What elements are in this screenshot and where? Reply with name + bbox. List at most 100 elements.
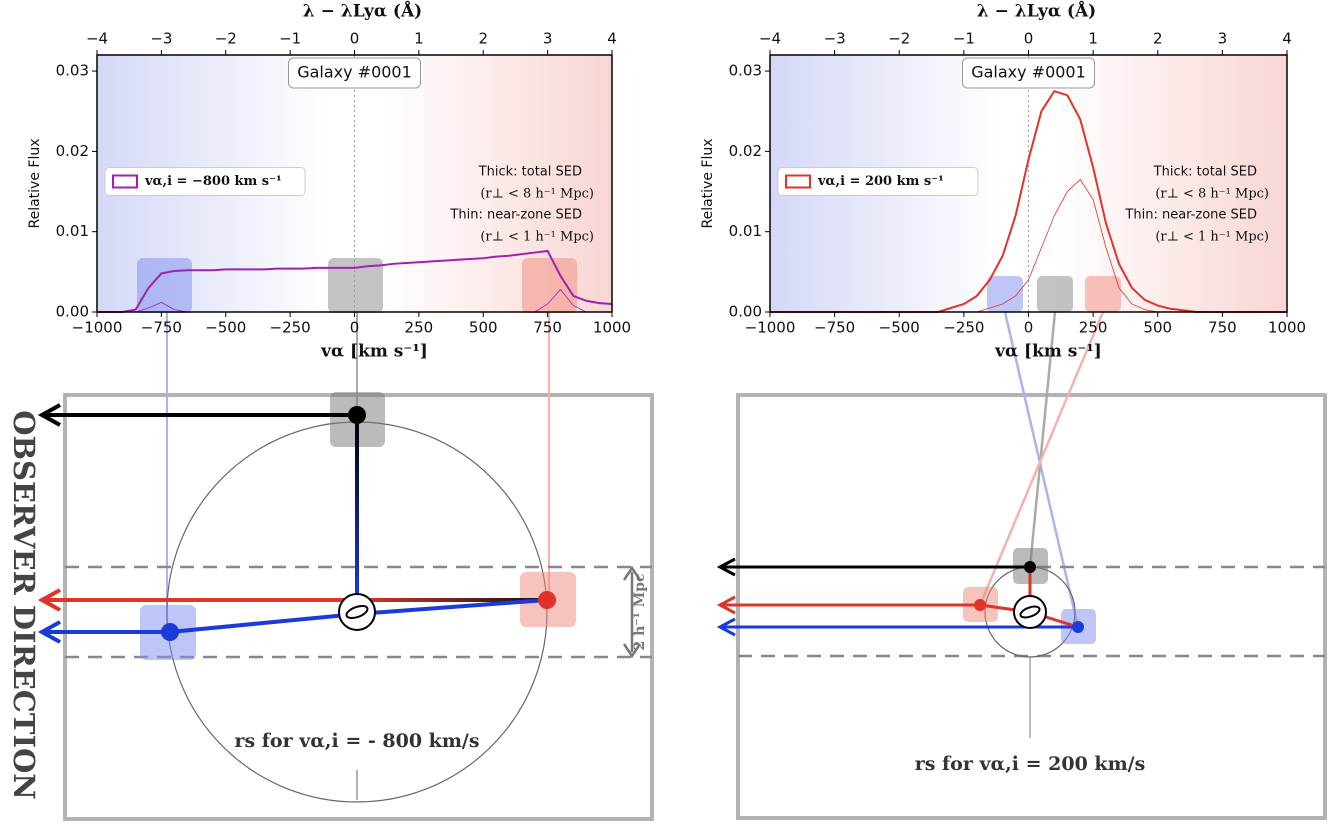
- top-x-tick-label: 1: [414, 30, 424, 48]
- y-tick-label: 0.01: [729, 222, 762, 240]
- galaxy-icon: [345, 604, 369, 620]
- x-tick-label: 0: [350, 319, 360, 337]
- x-tick-label: 1000: [1268, 319, 1306, 337]
- y-tick-label: 0.00: [56, 303, 89, 321]
- x-tick-label: −1000: [72, 319, 123, 337]
- galaxy-icon: [338, 593, 376, 631]
- top-x-tick-label: −4: [86, 30, 108, 48]
- y-tick-label: 0.02: [729, 142, 762, 160]
- arrowhead: [716, 557, 736, 577]
- arrowhead: [37, 588, 61, 612]
- top-x-tick-label: 3: [1218, 30, 1228, 48]
- series-line: [97, 249, 613, 313]
- top-x-tick-label: −3: [150, 30, 172, 48]
- scatter-point: [974, 599, 986, 611]
- legend-frame: [104, 167, 306, 196]
- annotation: Thin: near-zone SED: [449, 208, 582, 223]
- arrowhead: [37, 403, 61, 427]
- scatter-point: [538, 591, 556, 609]
- top-x-tick-label: −2: [215, 30, 237, 48]
- link-line: [1028, 311, 1057, 568]
- annotation: Thick: total SED: [478, 165, 582, 180]
- top-x-tick-label: 0: [350, 30, 360, 48]
- x-tick-label: −1000: [745, 319, 796, 337]
- legend-swatch: [112, 174, 138, 189]
- x-tick-label: 500: [1143, 319, 1172, 337]
- scatter-point: [348, 406, 366, 424]
- x-axis-label: vα [km s⁻¹]: [320, 342, 428, 362]
- x-tick-label: 750: [533, 319, 562, 337]
- highlight-box: [987, 276, 1023, 312]
- highlight-box: [522, 258, 577, 313]
- highlight-box: [1085, 276, 1121, 312]
- legend-label: vα,i = 200 km s⁻¹: [817, 174, 944, 189]
- chart-highlights: [137, 258, 1121, 313]
- arrowhead: [716, 617, 736, 637]
- x-tick-label: 1000: [593, 319, 631, 337]
- top-x-tick-label: −2: [888, 30, 910, 48]
- top-axis-label: λ − λLyα (Å): [303, 0, 422, 22]
- scatter-point: [1072, 621, 1084, 633]
- x-tick-label: 500: [469, 319, 498, 337]
- top-x-tick-label: 2: [478, 30, 488, 48]
- y-tick-label: 0.01: [56, 222, 89, 240]
- x-tick-label: 250: [405, 319, 434, 337]
- scatter-point: [161, 623, 179, 641]
- x-tick-label: −750: [141, 319, 182, 337]
- x-tick-label: −500: [879, 319, 920, 337]
- label-box: [288, 57, 421, 89]
- x-axis-label: vα [km s⁻¹]: [994, 342, 1102, 362]
- link-line: [1003, 311, 1080, 628]
- arrowhead: [37, 620, 61, 644]
- path-segment: [357, 598, 547, 602]
- plot-frame: [96, 54, 613, 313]
- galaxy-icon: [1019, 605, 1041, 619]
- diagram-left: 2 h⁻¹ Mpc rs for vα,i = - 800 km/s: [37, 312, 654, 821]
- label-box: [962, 57, 1095, 89]
- y-tick-label: 0.02: [56, 142, 89, 160]
- highlight-box: [328, 258, 383, 313]
- x-tick-label: 250: [1079, 319, 1108, 337]
- observer-label: OBSERVER DIRECTION: [7, 410, 41, 800]
- scale-label: 2 h⁻¹ Mpc: [632, 574, 648, 651]
- diagram-right: rs for vα,i = 200 km/s: [716, 311, 1327, 820]
- top-x-tick-label: 2: [1153, 30, 1163, 48]
- scale-arrowheads: [622, 565, 642, 659]
- path-segment: [355, 415, 359, 600]
- top-x-tick-label: −4: [759, 30, 781, 48]
- label-box-text: Galaxy #0001: [297, 63, 412, 82]
- legend-label: vα,i = −800 km s⁻¹: [144, 174, 282, 189]
- top-axis-label: λ − λLyα (Å): [977, 0, 1096, 22]
- annotation: Thin: near-zone SED: [1124, 208, 1257, 223]
- annotation: (r⊥ < 8 h⁻¹ Mpc): [480, 187, 594, 202]
- top-x-tick-label: 4: [1282, 30, 1292, 48]
- x-tick-label: 750: [1208, 319, 1237, 337]
- y-tick-label: 0.00: [729, 303, 762, 321]
- top-x-tick-label: 3: [543, 30, 553, 48]
- highlight-box: [1037, 276, 1073, 312]
- top-x-tick-label: −1: [953, 30, 975, 48]
- top-x-tick-label: 4: [607, 30, 617, 48]
- annotation: (r⊥ < 1 h⁻¹ Mpc): [1155, 230, 1269, 245]
- x-tick-label: −750: [814, 319, 855, 337]
- legend-frame: [777, 167, 979, 196]
- y-tick-label: 0.03: [729, 62, 762, 80]
- x-tick-label: −250: [270, 319, 311, 337]
- x-tick-label: 0: [1024, 319, 1034, 337]
- annotation: (r⊥ < 1 h⁻¹ Mpc): [480, 230, 594, 245]
- scatter-point: [1024, 561, 1036, 573]
- caption: rs for vα,i = 200 km/s: [915, 753, 1146, 775]
- y-tick-label: 0.03: [56, 62, 89, 80]
- legend-swatch: [785, 174, 811, 189]
- top-x-tick-label: 1: [1088, 30, 1098, 48]
- arrowhead: [716, 595, 736, 615]
- y-axis-label: Relative Flux: [700, 138, 716, 228]
- top-x-tick-label: 0: [1024, 30, 1034, 48]
- top-x-tick-label: −1: [279, 30, 301, 48]
- galaxy-icon: [1013, 595, 1047, 629]
- x-tick-label: −500: [205, 319, 246, 337]
- highlight-box: [137, 258, 192, 313]
- label-box-text: Galaxy #0001: [971, 63, 1086, 82]
- link-line: [978, 311, 1105, 606]
